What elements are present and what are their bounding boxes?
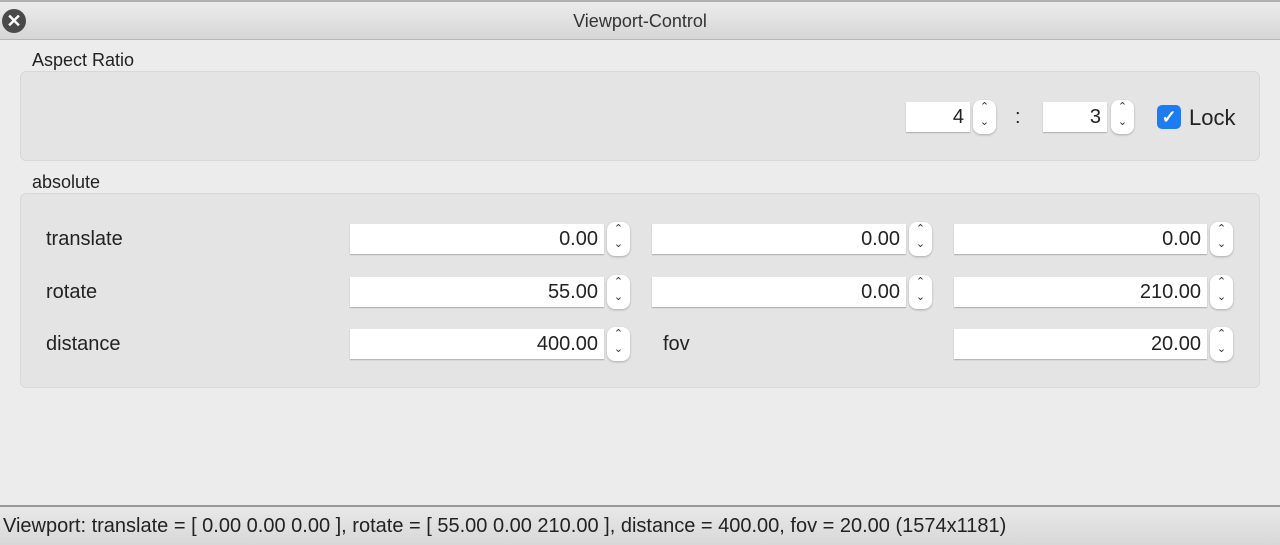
distance-input[interactable] [350,329,604,359]
distance-label: distance [46,333,121,355]
aspect-width-stepper[interactable]: ⌃ ⌄ [973,100,996,134]
distance-stepper[interactable]: ⌃ ⌄ [607,327,630,361]
absolute-label: absolute [32,172,101,192]
title-bar: ✕ Viewport-Control [0,0,1280,40]
aspect-width-input[interactable] [906,102,970,132]
aspect-ratio-label: Aspect Ratio [32,50,135,70]
translate-label: translate [46,228,123,250]
lock-label[interactable]: Lock [1189,105,1236,130]
fov-input[interactable] [954,329,1207,359]
rotate-label: rotate [46,281,98,303]
translate-z-input[interactable] [954,224,1207,254]
aspect-height-input[interactable] [1043,102,1107,132]
rotate-y-input[interactable] [652,277,906,307]
fov-stepper[interactable]: ⌃ ⌄ [1210,327,1233,361]
rotate-x-input[interactable] [350,277,604,307]
translate-y-stepper[interactable]: ⌃ ⌄ [909,222,932,256]
close-icon[interactable]: ✕ [2,9,26,33]
fov-label: fov [663,333,690,355]
lock-checkbox[interactable]: ✓ [1157,105,1181,129]
translate-z-stepper[interactable]: ⌃ ⌄ [1210,222,1233,256]
status-bar: Viewport: translate = [ 0.00 0.00 0.00 ]… [0,505,1280,545]
rotate-x-stepper[interactable]: ⌃ ⌄ [607,275,630,309]
rotate-y-stepper[interactable]: ⌃ ⌄ [909,275,932,309]
translate-y-input[interactable] [652,224,906,254]
aspect-separator: : [1015,106,1021,128]
rotate-z-stepper[interactable]: ⌃ ⌄ [1210,275,1233,309]
window-title: Viewport-Control [573,11,707,31]
rotate-z-input[interactable] [954,277,1207,307]
translate-x-input[interactable] [350,224,604,254]
aspect-height-stepper[interactable]: ⌃ ⌄ [1111,100,1134,134]
translate-x-stepper[interactable]: ⌃ ⌄ [607,222,630,256]
